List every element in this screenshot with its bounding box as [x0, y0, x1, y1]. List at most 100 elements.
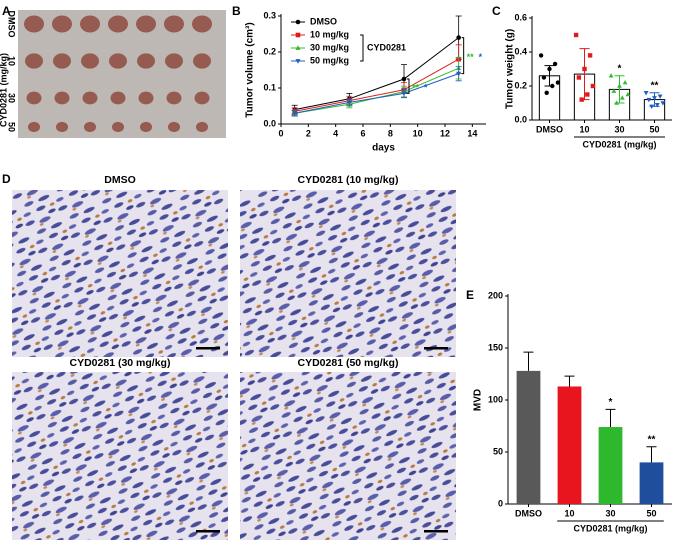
- y-tick-label: 150: [488, 342, 503, 352]
- x-tick-label: DMSO: [536, 124, 563, 134]
- data-point: [582, 66, 587, 72]
- data-point: [660, 101, 666, 106]
- legend-marker: [295, 45, 301, 50]
- tumor: [140, 121, 152, 133]
- significance: **: [651, 80, 659, 91]
- panel-label: C: [492, 4, 501, 18]
- micrograph: [12, 190, 228, 357]
- tumor: [168, 121, 180, 133]
- point: [401, 91, 407, 97]
- error-bar: [614, 75, 625, 104]
- scale-bar: [424, 530, 448, 533]
- data-point: [649, 104, 655, 110]
- x-tick-label: 10: [413, 128, 423, 138]
- x-tick-label: 0: [278, 128, 283, 138]
- panel-label: E: [466, 288, 474, 302]
- tumor: [138, 91, 154, 105]
- data-point: [646, 97, 652, 103]
- bar: [516, 370, 541, 504]
- y-axis-label: Tumor weight (g): [505, 29, 516, 109]
- y-tick-label: 0.3: [263, 10, 276, 20]
- legend-label: DMSO: [310, 16, 337, 26]
- legend-bracket: [360, 34, 364, 62]
- y-tick-label: 100: [488, 394, 503, 404]
- row-label: 30: [7, 93, 17, 103]
- photo-a: [18, 10, 226, 138]
- error-bar: [579, 48, 590, 101]
- tumor: [196, 121, 208, 133]
- data-point: [547, 66, 552, 72]
- scale-bar: [196, 347, 220, 350]
- data-point: [654, 102, 660, 108]
- legend-label: 30 mg/kg: [310, 42, 349, 52]
- data-point: [573, 32, 579, 38]
- data-point: [619, 95, 625, 100]
- legend-marker: [295, 19, 301, 25]
- y-axis-label: MVD: [473, 389, 484, 411]
- micrograph: [240, 190, 456, 357]
- tumor: [82, 91, 98, 105]
- error-bar: [564, 375, 575, 387]
- annotation: **: [467, 52, 475, 62]
- significance-bracket: [461, 37, 465, 75]
- series-line: [294, 58, 459, 112]
- micrograph: [240, 372, 456, 540]
- annotation: *: [424, 83, 428, 93]
- tumor: [192, 15, 212, 33]
- bar: [639, 462, 664, 504]
- significance-bracket: [407, 78, 410, 94]
- data-point: [538, 53, 544, 58]
- tumor: [53, 53, 71, 69]
- tumor: [110, 91, 126, 105]
- annotation: *: [479, 52, 483, 62]
- tumor: [80, 15, 100, 33]
- legend-label: 50 mg/kg: [310, 55, 349, 65]
- y-tick-label: 0: [498, 498, 503, 508]
- y-tick-label: 0.0: [263, 118, 276, 128]
- y-axis-label: Tumor volume (cm³): [245, 22, 256, 117]
- data-point: [652, 96, 657, 101]
- data-point: [552, 61, 558, 67]
- group-label: CYD0281 (mg/kg): [582, 139, 656, 149]
- x-tick-label: 12: [440, 128, 450, 138]
- micrograph: [12, 372, 228, 540]
- y-tick-label: 0.1: [263, 82, 276, 92]
- tumor: [136, 15, 156, 33]
- x-tick-label: 10: [579, 124, 589, 134]
- series-line: [294, 73, 459, 114]
- group-label: CYD0281 (mg/kg): [573, 523, 647, 533]
- data-point: [617, 83, 622, 88]
- series-line: [294, 37, 459, 111]
- tumor: [137, 53, 155, 69]
- tumor: [112, 121, 124, 133]
- y-tick-label: 0.6: [514, 12, 527, 22]
- micrograph-caption: CYD0281 (10 mg/kg): [298, 174, 399, 186]
- x-tick-label: 14: [467, 128, 477, 138]
- point: [292, 111, 298, 116]
- x-tick-label: 10: [564, 508, 574, 518]
- bar: [598, 427, 623, 504]
- y-tick-label: 50: [493, 446, 503, 456]
- panel-label: B: [232, 4, 241, 18]
- data-point: [590, 83, 596, 89]
- annotation: **: [412, 83, 420, 93]
- tumor: [164, 15, 184, 33]
- y-tick-label: 0.2: [514, 80, 527, 90]
- tumor: [28, 121, 40, 133]
- axis-label: CYD0281 (mg/kg): [0, 53, 8, 127]
- tumor: [165, 53, 183, 69]
- tumor: [26, 91, 42, 105]
- x-tick-label: 4: [333, 128, 338, 138]
- tumor: [54, 91, 70, 105]
- tumor: [25, 53, 43, 69]
- data-point: [541, 75, 547, 80]
- x-tick-label: 8: [388, 128, 393, 138]
- point: [346, 100, 352, 106]
- data-point: [550, 83, 555, 89]
- point: [401, 76, 407, 82]
- data-point: [544, 90, 549, 96]
- tumor: [194, 91, 210, 105]
- scale-bar: [424, 347, 448, 350]
- x-tick-label: 50: [646, 508, 656, 518]
